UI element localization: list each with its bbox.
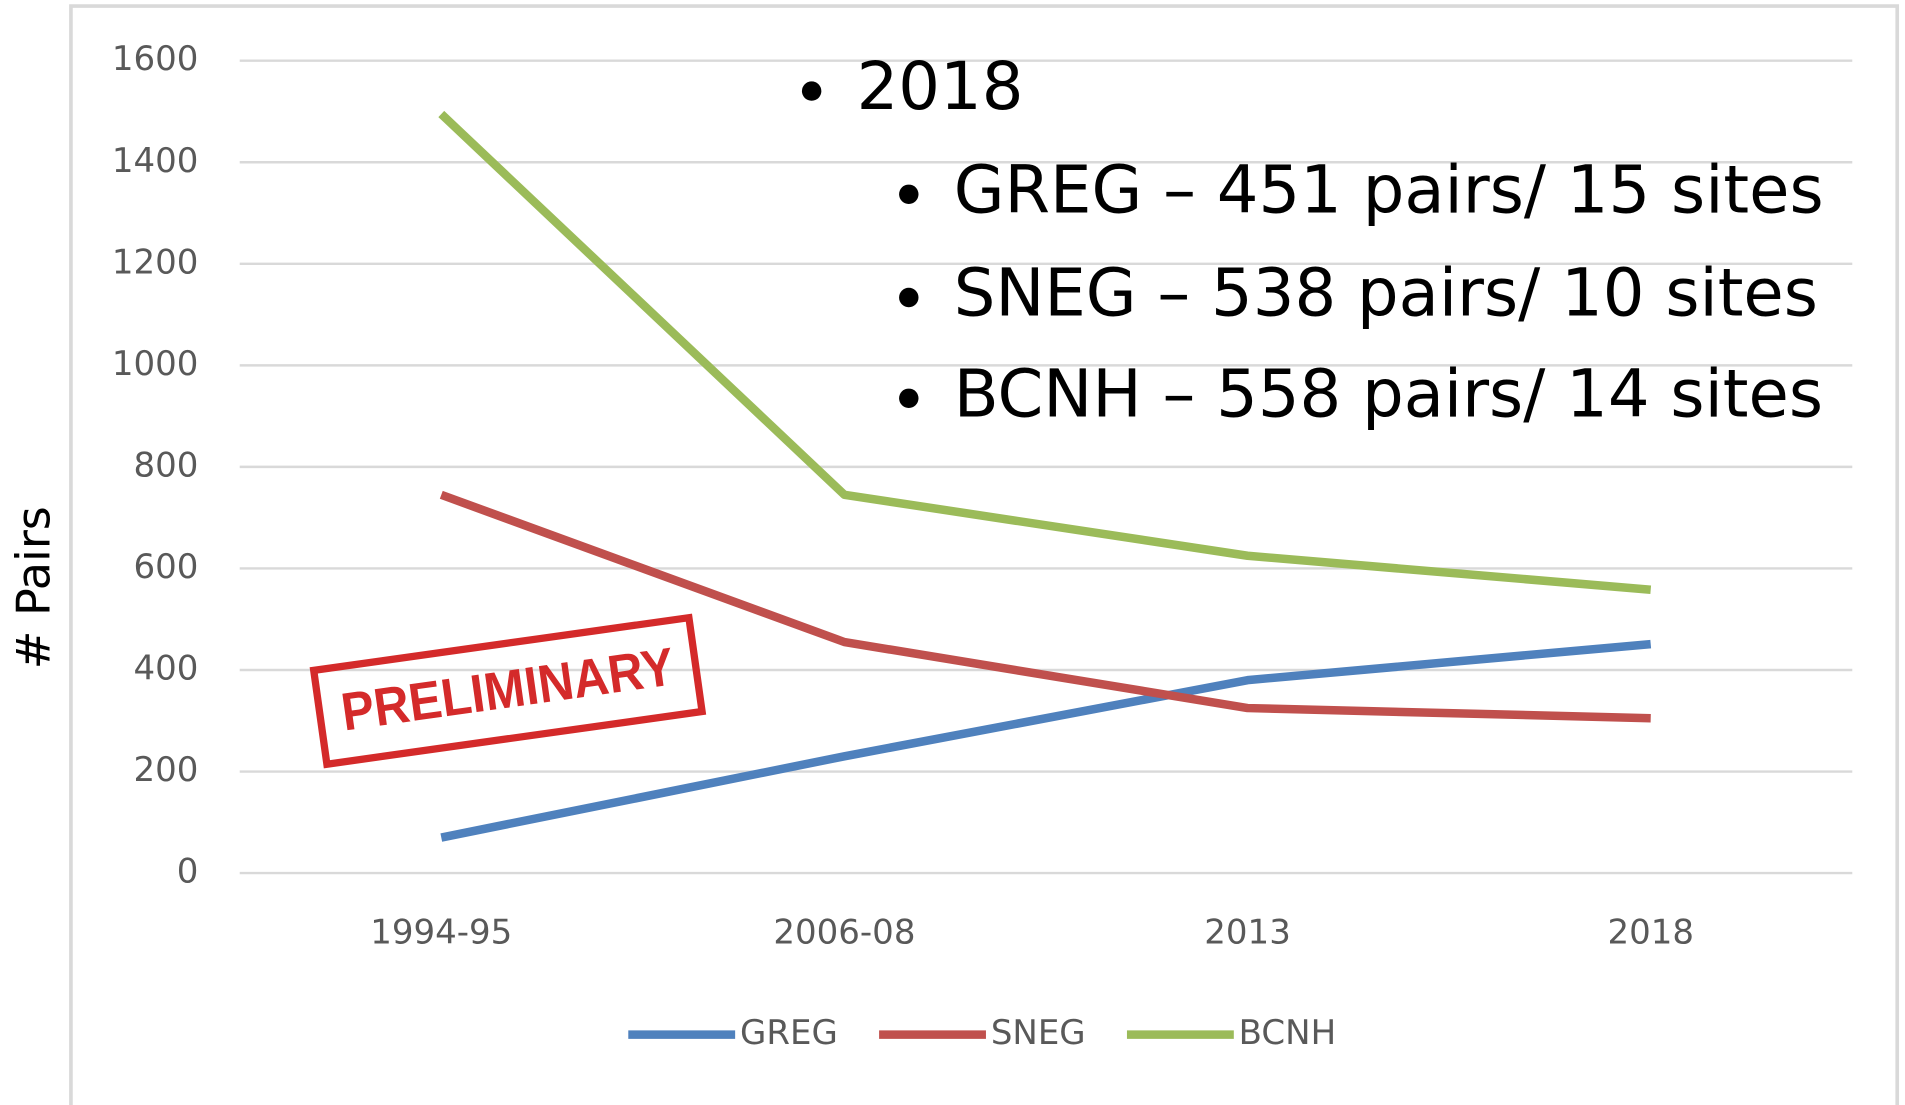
y-tick-label: 800 bbox=[134, 445, 199, 485]
bullet bbox=[899, 287, 919, 308]
y-tick-label: 600 bbox=[134, 547, 199, 587]
y-tick-label: 1400 bbox=[112, 141, 199, 181]
line-series bbox=[440, 639, 1652, 842]
line-series bbox=[438, 110, 1652, 594]
y-tick-label: 1600 bbox=[112, 39, 199, 79]
y-tick-label: 1000 bbox=[112, 344, 199, 384]
bullet bbox=[899, 388, 919, 408]
x-tick-label: 1994-95 bbox=[370, 912, 512, 952]
annotation: 2018 bbox=[857, 49, 1024, 125]
legend-label: SNEG bbox=[991, 1013, 1086, 1053]
y-tick-label: 400 bbox=[134, 648, 199, 688]
y-tick-label: 0 bbox=[177, 852, 199, 892]
annotation: GREG – 451 pairs/ 15 sites bbox=[954, 152, 1824, 228]
stamp-border bbox=[309, 613, 707, 769]
x-tick-label: 2013 bbox=[1204, 912, 1291, 952]
legend-label: GREG bbox=[740, 1013, 838, 1053]
y-tick-label: 200 bbox=[134, 750, 199, 790]
line-series bbox=[439, 490, 1651, 723]
annotation: BCNH – 558 pairs/ 14 sites bbox=[954, 356, 1823, 432]
x-tick-label: 2006-08 bbox=[773, 912, 915, 952]
annotation: SNEG – 538 pairs/ 10 sites bbox=[954, 256, 1818, 332]
bullet bbox=[899, 184, 919, 204]
y-tick-label: 1200 bbox=[112, 242, 199, 282]
bullet bbox=[801, 81, 822, 101]
frame bbox=[69, 4, 1900, 1105]
x-tick-label: 2018 bbox=[1607, 912, 1694, 952]
legend-label: BCNH bbox=[1239, 1013, 1336, 1053]
y-axis-label: # Pairs bbox=[6, 506, 60, 669]
